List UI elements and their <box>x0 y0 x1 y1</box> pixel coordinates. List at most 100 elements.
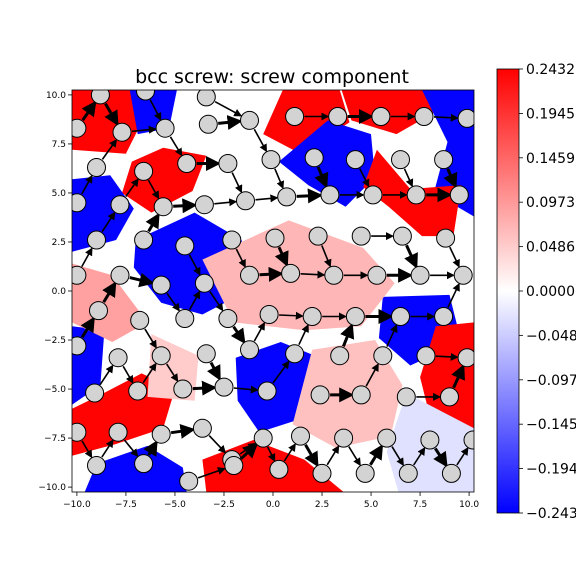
atom-marker <box>304 148 324 168</box>
atom-marker <box>285 344 305 364</box>
displacement-arrow <box>403 168 414 188</box>
colorbar-tick-label: −0.1945 <box>526 462 576 478</box>
atom-marker <box>240 265 259 285</box>
atom-marker <box>434 150 454 170</box>
atom-marker <box>457 108 474 128</box>
colorbar-tick-label: −0.2432 <box>526 506 576 522</box>
colorbar-tick-label: 0.0000 <box>526 284 575 300</box>
x-tick-label: 10.0 <box>459 500 479 510</box>
displacement-arrow <box>451 364 465 389</box>
displacement-arrow <box>283 443 296 462</box>
colorbar-tick-label: 0.1459 <box>526 151 575 167</box>
atom-marker <box>240 110 259 130</box>
y-tick-label: 7.5 <box>52 140 66 150</box>
atom-marker <box>72 193 87 213</box>
y-tick-label: 0.0 <box>52 287 67 297</box>
displacement-arrow <box>433 113 459 122</box>
atom-marker <box>151 275 171 295</box>
atom-marker <box>175 236 195 256</box>
atom-marker <box>130 310 150 330</box>
atom-marker <box>240 340 259 360</box>
atom-marker <box>72 118 87 138</box>
atom-marker <box>173 379 193 399</box>
displacement-arrow <box>404 244 418 269</box>
y-tick-label: 5.0 <box>52 189 67 199</box>
y-tick-label: −2.5 <box>44 336 66 346</box>
atom-marker <box>414 107 434 126</box>
displacement-arrow <box>447 282 460 308</box>
atom-marker <box>218 154 238 173</box>
displacement-arrow <box>255 194 279 203</box>
displacement-arrow <box>314 166 329 189</box>
displacement-arrow <box>391 446 404 467</box>
heatmap-cell <box>84 445 187 492</box>
atom-marker <box>110 195 130 215</box>
atom-marker <box>192 418 212 438</box>
atom-marker <box>434 307 454 326</box>
displacement-arrow <box>101 211 116 233</box>
colorbar-ticks: 0.2432 0.1945 0.1459 0.0973 0.0486 0.0000 −0.0… <box>519 62 576 522</box>
atom-marker <box>108 348 128 368</box>
atom-marker <box>177 154 197 173</box>
atom-marker <box>285 107 305 126</box>
atom-marker <box>312 463 332 483</box>
displacement-arrow <box>304 444 319 468</box>
displacement-arrow <box>348 446 361 467</box>
y-tick-label: 10.0 <box>46 91 66 101</box>
atom-marker <box>345 150 365 170</box>
y-axis: 10.0 7.5 5.0 2.5 0.0 −2.5 −5.0 −7.5 −10.0 <box>38 91 72 493</box>
atom-marker <box>391 150 410 170</box>
displacement-arrow <box>433 447 448 468</box>
atom-marker <box>87 158 106 177</box>
atom-marker <box>302 307 322 326</box>
displacement-arrow <box>173 198 198 214</box>
atom-marker <box>112 122 132 142</box>
atom-marker <box>253 428 273 448</box>
atom-marker <box>85 383 105 403</box>
atom-marker <box>265 228 285 248</box>
displacement-arrow <box>81 100 97 121</box>
heatmap-cell <box>278 120 375 207</box>
x-tick-label: −10.0 <box>63 500 91 510</box>
colorbar-tick-label: −0.0973 <box>526 373 576 389</box>
displacement-arrow <box>456 447 469 466</box>
atom-marker <box>308 226 328 246</box>
displacement-arrow <box>253 321 265 342</box>
atom-marker <box>457 348 474 368</box>
displacement-arrow <box>296 188 323 204</box>
displacement-arrow <box>300 270 326 279</box>
atom-marker <box>134 454 154 474</box>
atom-marker <box>261 150 281 170</box>
displacement-arrow <box>413 447 426 466</box>
atom-marker <box>151 346 171 366</box>
atom-marker <box>259 305 279 324</box>
displacement-arrow <box>274 246 289 267</box>
atom-marker <box>441 463 461 483</box>
colorbar-tick-label: 0.1945 <box>526 106 575 122</box>
displacement-arrow <box>99 364 114 386</box>
displacement-arrow <box>170 423 196 439</box>
atom-marker <box>398 463 418 483</box>
displacement-arrow <box>147 179 160 200</box>
displacement-arrows <box>80 99 469 479</box>
atom-marker <box>351 385 371 405</box>
displacement-arrow <box>386 324 398 347</box>
atom-marker <box>416 346 436 366</box>
atom-markers <box>72 90 474 491</box>
x-tick-label: 2.5 <box>315 500 329 510</box>
colorbar-tick-label: 0.0973 <box>526 195 575 211</box>
plot-area <box>71 89 475 493</box>
atom-marker <box>310 385 330 405</box>
atom-marker <box>371 107 391 126</box>
x-tick-label: 5.0 <box>364 500 379 510</box>
displacement-arrow <box>197 467 226 479</box>
atom-marker <box>277 187 297 207</box>
atom-marker <box>363 185 383 205</box>
x-tick-label: 0.0 <box>266 500 281 510</box>
atom-marker <box>334 428 354 448</box>
displacement-arrow <box>435 352 459 361</box>
atom-marker <box>328 107 348 126</box>
displacement-arrow <box>101 138 118 160</box>
atom-marker <box>175 309 195 328</box>
